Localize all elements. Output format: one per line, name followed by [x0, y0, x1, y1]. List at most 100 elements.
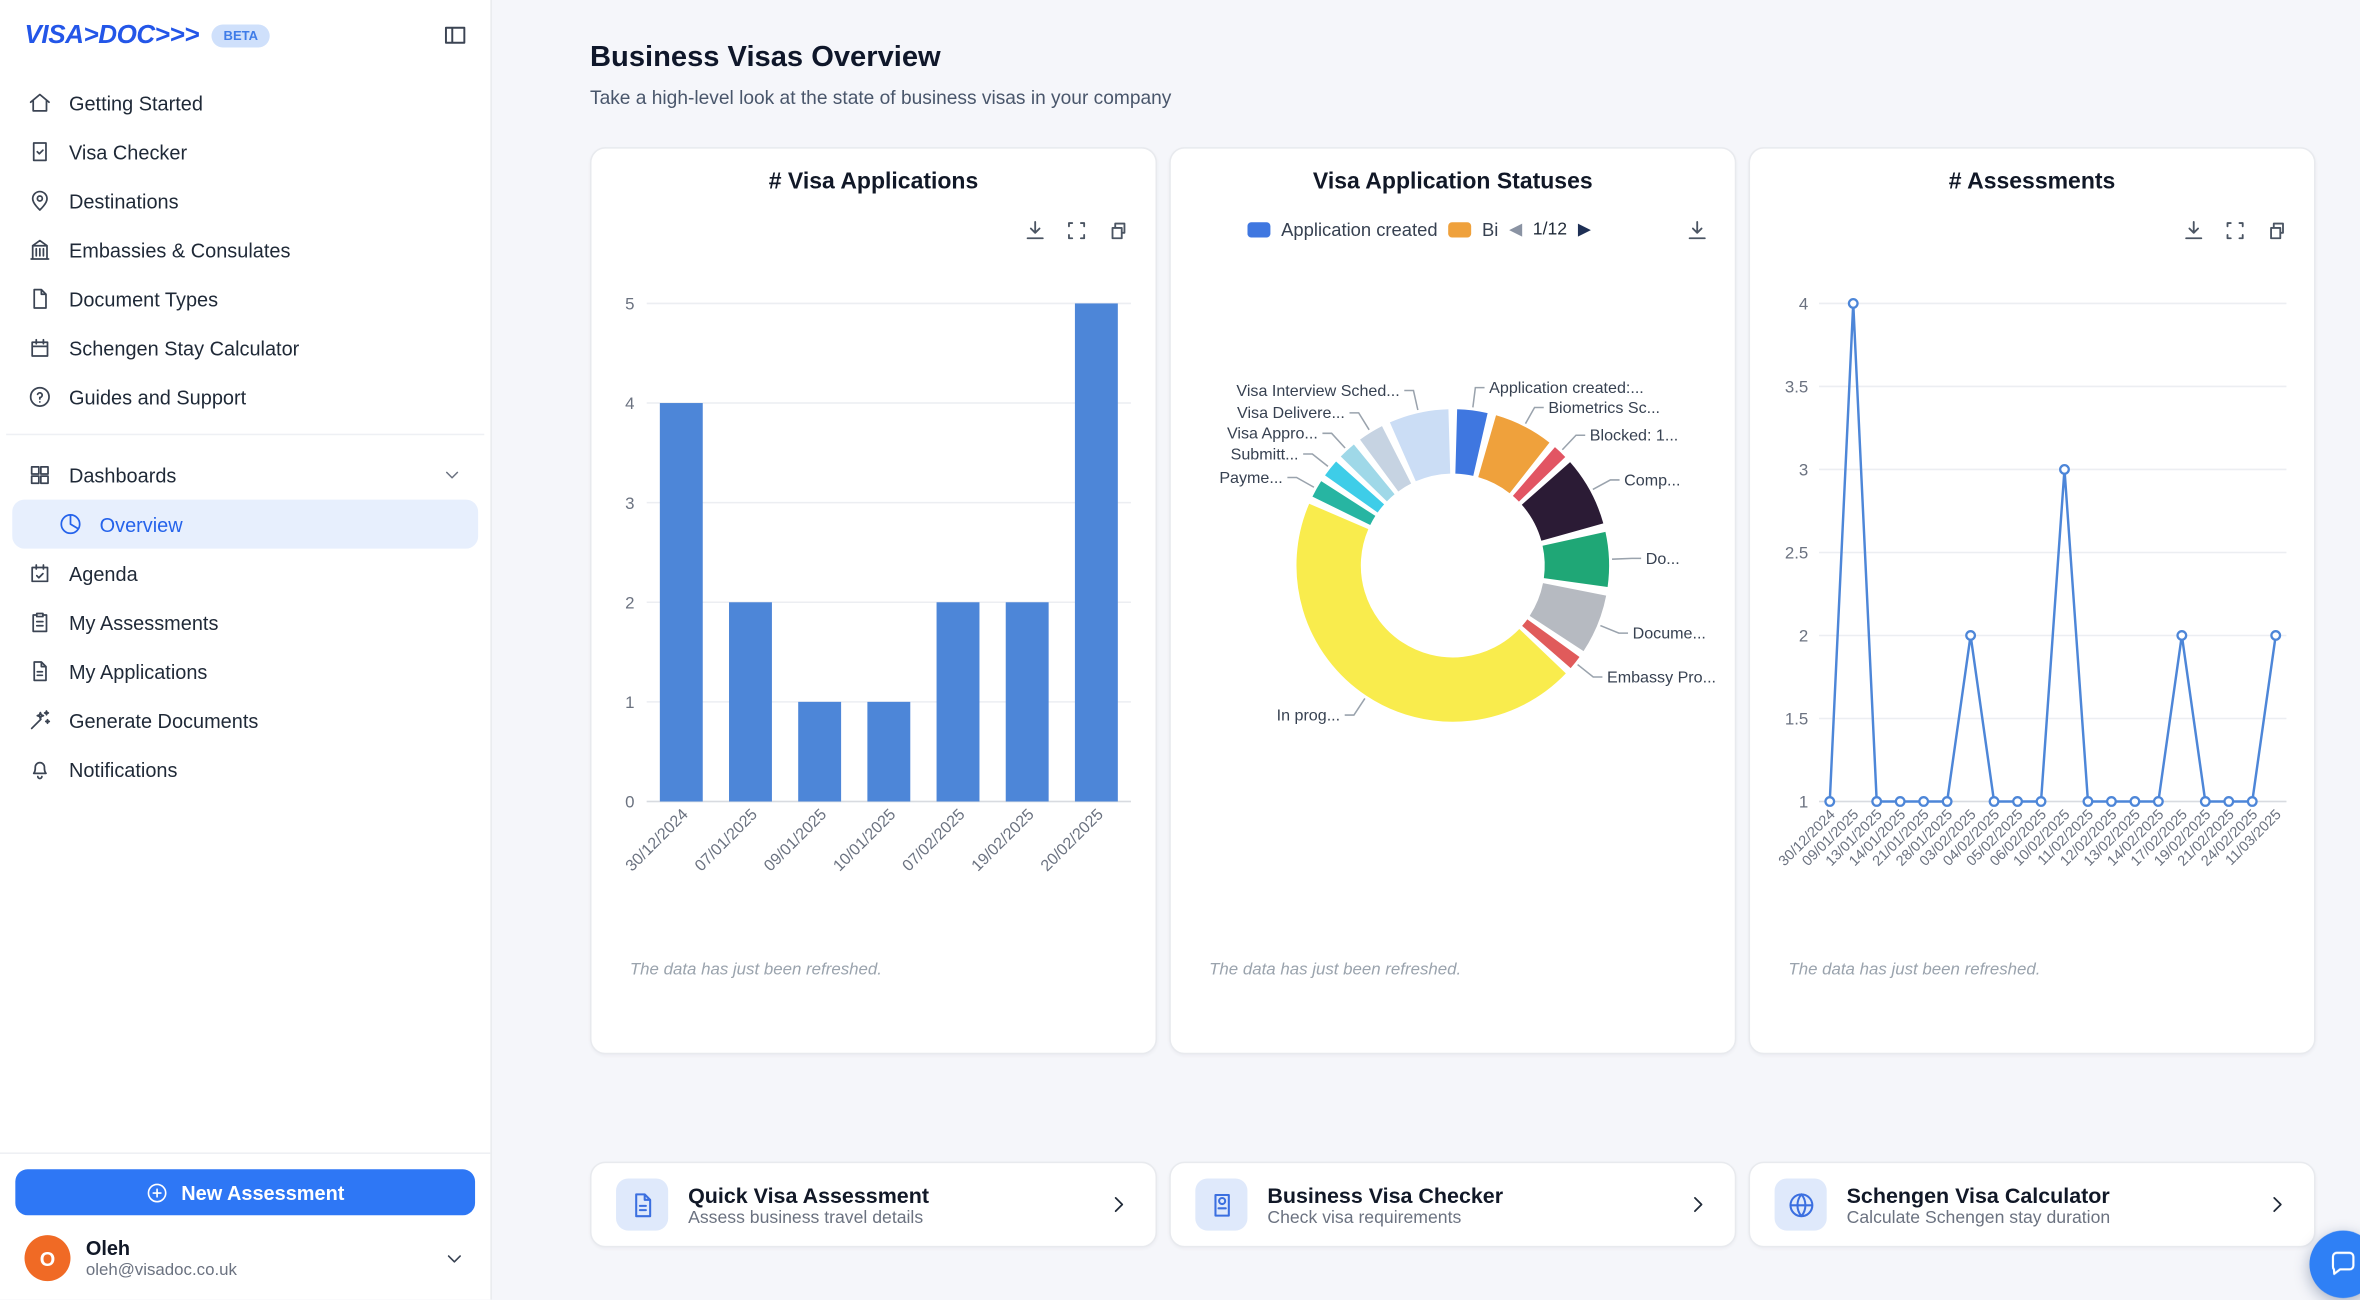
- chat-button[interactable]: [2309, 1230, 2360, 1299]
- action-subtitle: Calculate Schengen stay duration: [1846, 1209, 2111, 1228]
- help-icon: [28, 385, 53, 410]
- sidebar-item-label: Generate Documents: [68, 708, 259, 732]
- chevron-right-icon: [1106, 1192, 1131, 1217]
- svg-text:Embassy Pro...: Embassy Pro...: [1607, 668, 1716, 686]
- doc-icon: [28, 287, 53, 312]
- action-title: Schengen Visa Calculator: [1846, 1182, 2110, 1208]
- svg-text:1: 1: [1799, 793, 1808, 812]
- sidebar-item-notifications[interactable]: Notifications: [12, 745, 478, 794]
- sidebar-item-label: Agenda: [68, 561, 138, 585]
- window-icon[interactable]: [1105, 218, 1131, 244]
- chart-note: The data has just been refreshed.: [1209, 960, 1462, 980]
- plus-icon: [146, 1181, 169, 1204]
- svg-text:30/12/2024: 30/12/2024: [622, 805, 692, 875]
- svg-text:2: 2: [625, 593, 634, 612]
- svg-text:Blocked: 1...: Blocked: 1...: [1590, 427, 1678, 445]
- app-logo: VISA>DOC>>>: [24, 19, 200, 50]
- legend-label[interactable]: Bi: [1482, 219, 1499, 241]
- download-icon[interactable]: [2181, 218, 2207, 244]
- sidebar-item-guides-and-support[interactable]: Guides and Support: [12, 372, 478, 421]
- sidebar-nav-top: Getting Started Visa Checker Destinations E…: [0, 63, 490, 422]
- svg-text:3: 3: [1799, 461, 1808, 480]
- pie-icon: [58, 512, 83, 537]
- legend-chip[interactable]: [1448, 222, 1472, 238]
- legend-chip[interactable]: [1247, 222, 1271, 238]
- action-card-schengen-visa-calculator[interactable]: Schengen Visa Calculator Calculate Scheng…: [1748, 1161, 2316, 1248]
- sidebar-item-destinations[interactable]: Destinations: [12, 176, 478, 225]
- line-chart: 11.522.533.5430/12/202409/01/202513/01/2…: [1776, 295, 2287, 870]
- svg-text:Visa Appro...: Visa Appro...: [1227, 425, 1318, 443]
- svg-text:10/01/2025: 10/01/2025: [830, 805, 900, 875]
- chart-toolbar: [1022, 218, 1131, 244]
- dashboards-submenu: Overview: [12, 499, 479, 549]
- new-assessment-button[interactable]: New Assessment: [15, 1169, 476, 1216]
- chart-toolbar: [2181, 218, 2290, 244]
- action-text: Business Visa Checker Check visa requirem…: [1267, 1181, 1503, 1228]
- legend-prev-icon[interactable]: ◀: [1509, 219, 1523, 239]
- sidebar-nav-dashboards: Dashboards Overview: [0, 447, 490, 549]
- bar-chart: 0 1 2 3 4 5 30/12/2024 07/01/2025 09/01/2025 10/0…: [622, 295, 1131, 875]
- sidebar-item-overview[interactable]: Overview: [12, 499, 479, 549]
- download-icon[interactable]: [1684, 218, 1710, 244]
- legend-label[interactable]: Application created: [1281, 219, 1438, 241]
- avatar: O: [24, 1235, 71, 1282]
- sidebar-item-generate-documents[interactable]: Generate Documents: [12, 696, 478, 745]
- sidebar-divider: [6, 433, 485, 436]
- svg-text:Comp...: Comp...: [1624, 471, 1680, 489]
- svg-text:20/02/2025: 20/02/2025: [1037, 805, 1107, 875]
- svg-text:4: 4: [1799, 295, 1808, 314]
- svg-text:1.5: 1.5: [1785, 710, 1808, 729]
- download-icon[interactable]: [1022, 218, 1048, 244]
- sidebar-item-visa-checker[interactable]: Visa Checker: [12, 127, 478, 176]
- file-icon: [616, 1178, 669, 1231]
- svg-text:Visa Interview Sched...: Visa Interview Sched...: [1236, 382, 1399, 400]
- chart-note: The data has just been refreshed.: [1788, 960, 2041, 980]
- legend-next-icon[interactable]: ▶: [1577, 219, 1591, 239]
- user-email: oleh@visadoc.co.uk: [85, 1261, 237, 1280]
- sidebar-item-document-types[interactable]: Document Types: [12, 274, 478, 323]
- sidebar-item-agenda[interactable]: Agenda: [12, 549, 478, 598]
- agenda-icon: [28, 561, 53, 586]
- sidebar-item-label: Guides and Support: [68, 385, 247, 409]
- user-info: Oleh oleh@visadoc.co.uk: [86, 1237, 237, 1280]
- calendar-icon: [28, 336, 53, 361]
- user-name: Oleh: [85, 1236, 131, 1260]
- svg-text:Biometrics Sc...: Biometrics Sc...: [1548, 399, 1660, 417]
- action-card-quick-visa-assessment[interactable]: Quick Visa Assessment Assess business tra…: [590, 1161, 1158, 1248]
- sidebar-collapse-icon[interactable]: [441, 21, 469, 49]
- sidebar-item-getting-started[interactable]: Getting Started: [12, 78, 478, 127]
- svg-text:07/01/2025: 07/01/2025: [691, 805, 761, 875]
- sidebar-item-label: Dashboards: [68, 463, 177, 487]
- sidebar-item-schengen-stay-calculator[interactable]: Schengen Stay Calculator: [12, 323, 478, 372]
- sidebar-item-my-applications[interactable]: My Applications: [12, 647, 478, 696]
- svg-text:09/01/2025: 09/01/2025: [761, 805, 831, 875]
- assessments-card: # Assessments 1 1.5 2 2.5 3 3.5 4 30/12/2024 09/…: [1748, 147, 2316, 1055]
- sidebar-item-dashboards[interactable]: Dashboards: [12, 451, 478, 500]
- chart-title: Visa Application Statuses: [1312, 168, 1593, 195]
- donut-legend: Application created Bi ◀ 1/12 ▶: [1247, 219, 1661, 241]
- sidebar-item-my-assessments[interactable]: My Assessments: [12, 598, 478, 647]
- bell-icon: [28, 757, 53, 782]
- sidebar-nav-bottom: Agenda My Assessments My Applications Gener…: [0, 549, 490, 794]
- window-icon[interactable]: [2263, 218, 2289, 244]
- home-icon: [28, 90, 53, 115]
- sidebar-item-label: My Assessments: [68, 610, 219, 634]
- user-menu[interactable]: O Oleh oleh@visadoc.co.uk: [15, 1215, 475, 1287]
- svg-text:07/02/2025: 07/02/2025: [899, 805, 969, 875]
- visa-icon: [28, 139, 53, 164]
- export-icon[interactable]: [2222, 218, 2248, 244]
- page-subtitle: Take a high-level look at the state of b…: [590, 87, 1172, 109]
- export-icon[interactable]: [1064, 218, 1090, 244]
- sidebar-header: VISA>DOC>>> BETA: [0, 0, 490, 63]
- action-card-business-visa-checker[interactable]: Business Visa Checker Check visa requirem…: [1169, 1161, 1737, 1248]
- sidebar-item-label: Schengen Stay Calculator: [68, 336, 300, 360]
- sidebar-item-embassies-consulates[interactable]: Embassies & Consulates: [12, 225, 478, 274]
- chart-title: # Assessments: [1948, 168, 2116, 195]
- action-text: Schengen Visa Calculator Calculate Scheng…: [1846, 1181, 2111, 1228]
- svg-text:5: 5: [625, 295, 634, 314]
- pin-icon: [28, 188, 53, 213]
- svg-text:Visa Delivere...: Visa Delivere...: [1237, 404, 1345, 422]
- svg-text:Docume...: Docume...: [1633, 624, 1706, 642]
- sidebar-item-label: Embassies & Consulates: [68, 238, 291, 262]
